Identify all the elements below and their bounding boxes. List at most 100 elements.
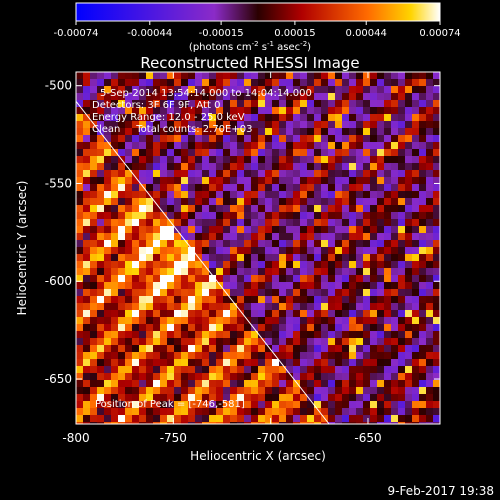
heatmap-cell	[342, 296, 349, 303]
heatmap-cell	[118, 261, 125, 268]
heatmap-cell	[335, 93, 342, 100]
heatmap-cell	[132, 373, 139, 380]
heatmap-cell	[391, 100, 398, 107]
heatmap-cell	[419, 254, 426, 261]
heatmap-cell	[286, 219, 293, 226]
heatmap-cell	[104, 184, 111, 191]
heatmap-cell	[167, 324, 174, 331]
heatmap-cell	[139, 100, 146, 107]
heatmap-cell	[370, 170, 377, 177]
heatmap-cell	[153, 324, 160, 331]
heatmap-cell	[195, 128, 202, 135]
heatmap-cell	[223, 198, 230, 205]
heatmap-cell	[202, 156, 209, 163]
heatmap-cell	[272, 107, 279, 114]
heatmap-cell	[181, 93, 188, 100]
heatmap-cell	[216, 324, 223, 331]
heatmap-cell	[97, 114, 104, 121]
heatmap-cell	[433, 296, 440, 303]
heatmap-cell	[125, 114, 132, 121]
heatmap-cell	[272, 128, 279, 135]
heatmap-cell	[118, 219, 125, 226]
heatmap-cell	[202, 373, 209, 380]
heatmap-cell	[97, 373, 104, 380]
heatmap-cell	[258, 387, 265, 394]
heatmap-cell	[335, 198, 342, 205]
heatmap-cell	[251, 422, 258, 424]
heatmap-cell	[174, 282, 181, 289]
heatmap-cell	[160, 268, 167, 275]
heatmap-cell	[118, 380, 125, 387]
heatmap-cell	[83, 156, 90, 163]
heatmap-cell	[90, 247, 97, 254]
heatmap-cell	[258, 401, 265, 408]
heatmap-cell	[258, 72, 265, 79]
heatmap-cell	[153, 296, 160, 303]
heatmap-cell	[76, 86, 83, 93]
heatmap-cell	[251, 408, 258, 415]
heatmap-cell	[209, 149, 216, 156]
heatmap-cell	[265, 219, 272, 226]
heatmap-cell	[153, 135, 160, 142]
heatmap-cell	[384, 163, 391, 170]
heatmap-cell	[279, 303, 286, 310]
heatmap-cell	[293, 79, 300, 86]
heatmap-cell	[202, 79, 209, 86]
heatmap-cell	[265, 408, 272, 415]
heatmap-cell	[244, 72, 251, 79]
heatmap-cell	[188, 359, 195, 366]
heatmap-cell	[223, 401, 230, 408]
heatmap-cell	[181, 366, 188, 373]
heatmap-cell	[391, 247, 398, 254]
heatmap-cell	[216, 135, 223, 142]
heatmap-cell	[167, 254, 174, 261]
heatmap-cell	[342, 240, 349, 247]
heatmap-cell	[342, 359, 349, 366]
heatmap-cell	[167, 100, 174, 107]
heatmap-cell	[349, 156, 356, 163]
heatmap-cell	[363, 317, 370, 324]
heatmap-cell	[118, 107, 125, 114]
heatmap-cell	[426, 317, 433, 324]
heatmap-cell	[216, 205, 223, 212]
heatmap-cell	[279, 198, 286, 205]
heatmap-cell	[237, 198, 244, 205]
heatmap-cell	[76, 415, 83, 422]
heatmap-cell	[216, 100, 223, 107]
heatmap-cell	[97, 261, 104, 268]
heatmap-cell	[97, 324, 104, 331]
heatmap-cell	[398, 135, 405, 142]
heatmap-cell	[419, 128, 426, 135]
heatmap-cell	[293, 289, 300, 296]
heatmap-cell	[370, 219, 377, 226]
heatmap-cell	[286, 380, 293, 387]
heatmap-cell	[314, 163, 321, 170]
heatmap-cell	[293, 142, 300, 149]
heatmap-cell	[356, 394, 363, 401]
heatmap-cell	[251, 170, 258, 177]
heatmap-cell	[174, 394, 181, 401]
heatmap-cell	[188, 79, 195, 86]
heatmap-cell	[181, 387, 188, 394]
heatmap-cell	[363, 149, 370, 156]
heatmap-cell	[370, 261, 377, 268]
heatmap-cell	[167, 303, 174, 310]
heatmap-cell	[76, 275, 83, 282]
heatmap-cell	[258, 261, 265, 268]
heatmap-cell	[405, 345, 412, 352]
heatmap-cell	[412, 282, 419, 289]
heatmap-cell	[391, 205, 398, 212]
heatmap-cell	[258, 191, 265, 198]
heatmap-cell	[251, 114, 258, 121]
heatmap-cell	[202, 359, 209, 366]
heatmap-cell	[433, 373, 440, 380]
heatmap-cell	[356, 219, 363, 226]
heatmap-cell	[188, 86, 195, 93]
heatmap-cell	[328, 394, 335, 401]
heatmap-cell	[209, 219, 216, 226]
heatmap-cell	[307, 142, 314, 149]
heatmap-cell	[223, 142, 230, 149]
heatmap-cell	[370, 268, 377, 275]
heatmap-cell	[153, 177, 160, 184]
heatmap-cell	[279, 268, 286, 275]
